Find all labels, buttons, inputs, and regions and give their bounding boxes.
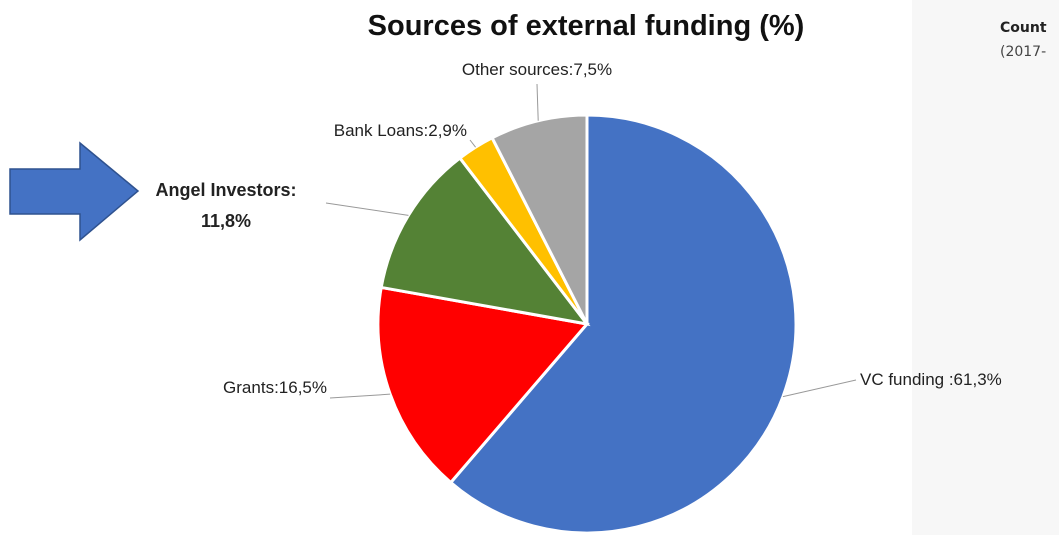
leader-line-other-sources bbox=[536, 83, 539, 121]
slice-label-grants: Grants:16,5% bbox=[223, 378, 327, 397]
slice-label-angel-investors: Angel Investors: bbox=[155, 180, 296, 200]
leader-line-angel-investors bbox=[325, 202, 409, 216]
pointer-arrow bbox=[9, 141, 140, 242]
side-panel-subtitle: (2017- bbox=[1000, 44, 1047, 60]
leader-line-grants bbox=[329, 393, 391, 399]
leader-line-vc-funding bbox=[782, 379, 857, 398]
side-panel-title: Count bbox=[1000, 20, 1047, 36]
leader-line-bank-loans bbox=[469, 139, 476, 148]
chart-title: Sources of external funding (%) bbox=[368, 10, 805, 42]
pie-slice-other-sources bbox=[490, 113, 589, 325]
slice-label-bank-loans: Bank Loans:2,9% bbox=[334, 121, 467, 140]
slice-label-vc-funding: VC funding :61,3% bbox=[860, 370, 1002, 389]
slice-label-other-sources: Other sources:7,5% bbox=[462, 60, 612, 79]
pie-slice-angel-investors bbox=[379, 155, 591, 327]
slice-label-angel-investors-value: 11,8% bbox=[201, 211, 251, 231]
pie-slice-vc-funding bbox=[448, 113, 798, 535]
side-panel bbox=[912, 0, 1059, 535]
